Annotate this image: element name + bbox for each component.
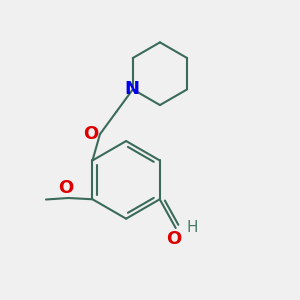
Text: H: H	[186, 220, 198, 235]
Text: N: N	[125, 80, 140, 98]
Text: O: O	[58, 179, 73, 197]
Text: O: O	[167, 230, 182, 248]
Text: O: O	[83, 124, 98, 142]
